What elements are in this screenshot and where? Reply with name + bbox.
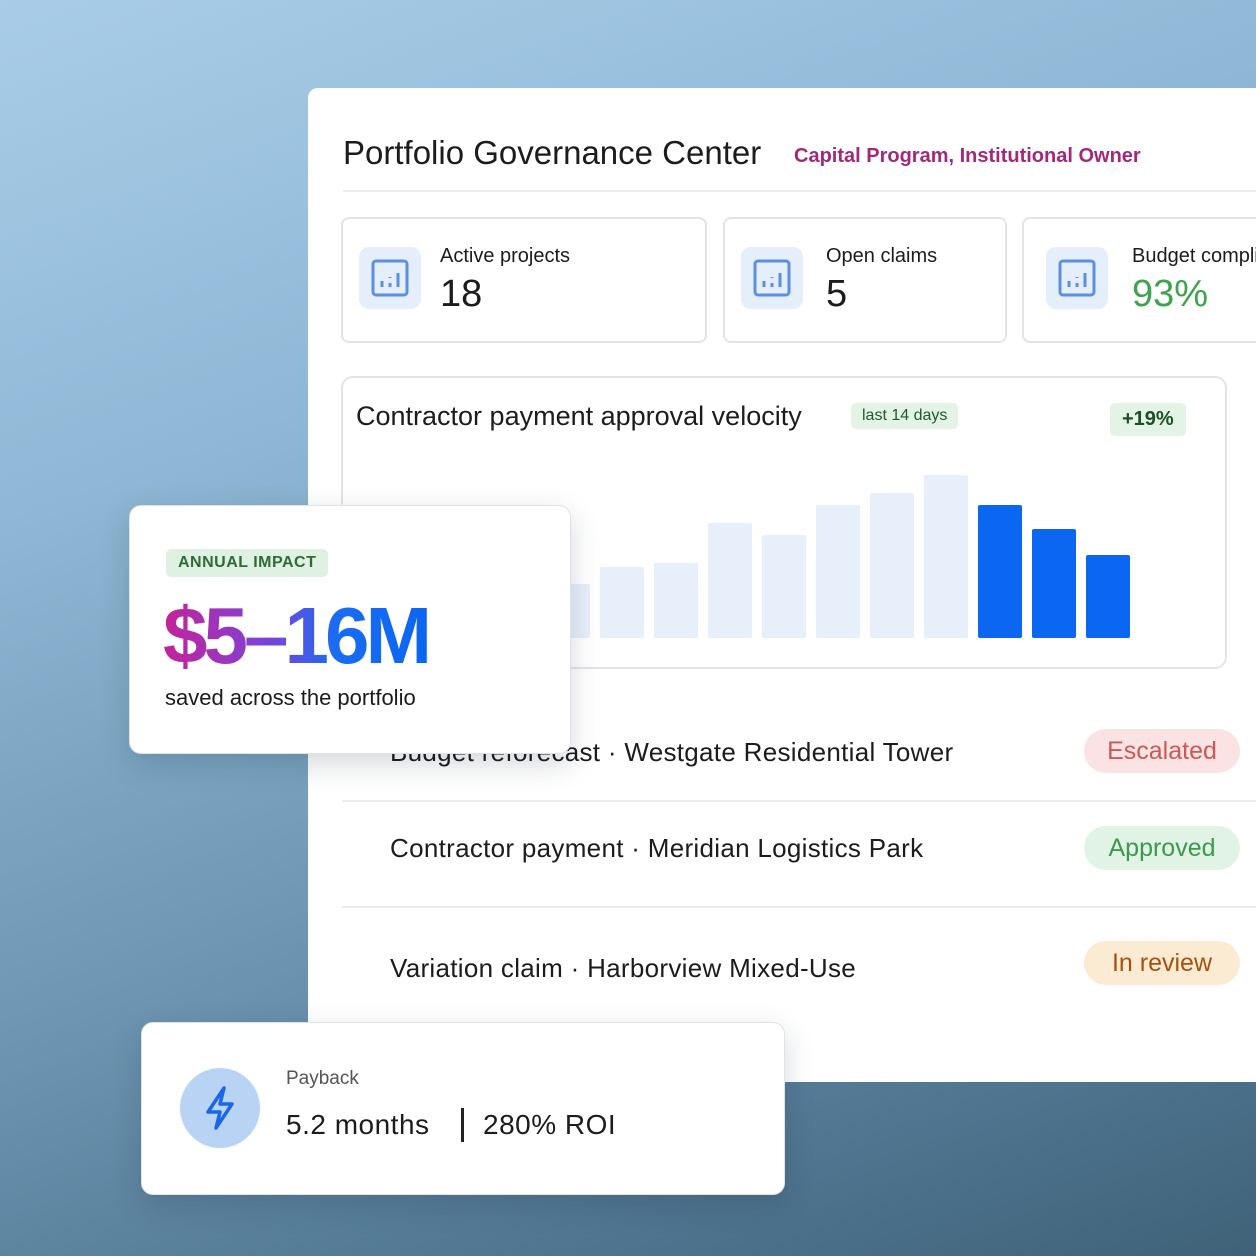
impact-card xyxy=(129,505,571,754)
bar xyxy=(870,493,914,638)
divider xyxy=(342,800,1256,802)
change-badge: +19% xyxy=(1110,403,1186,436)
bar xyxy=(600,567,644,638)
dashboard-title: Portfolio Governance Center xyxy=(343,134,762,171)
bolt-icon xyxy=(180,1068,260,1148)
impact-value: $5–16M xyxy=(163,591,432,680)
icon xyxy=(753,259,791,297)
bar xyxy=(978,505,1022,638)
dashboard-subtitle: Capital Program, Institutional Owner xyxy=(794,145,1141,167)
kpi-label: Budget compliance xyxy=(1132,245,1256,267)
bar xyxy=(924,475,968,638)
kpi-value: 18 xyxy=(440,273,483,315)
period-badge: last 14 days xyxy=(851,403,959,429)
kpi-icon xyxy=(359,247,421,309)
kpi-card: Open claims 5 xyxy=(723,217,1007,343)
kpi-value: 93% xyxy=(1132,273,1209,315)
bar xyxy=(1032,529,1076,638)
divider xyxy=(343,190,1256,192)
bar xyxy=(708,523,752,638)
bar xyxy=(762,535,806,638)
impact-caption: saved across the portfolio xyxy=(165,685,416,710)
icon xyxy=(206,1086,234,1130)
payback-months: 5.2 months xyxy=(286,1109,430,1140)
divider xyxy=(342,906,1256,908)
kpi-label: Open claims xyxy=(826,245,938,267)
item-label: Contractor payment · Meridian Logistics … xyxy=(390,833,924,863)
separator xyxy=(461,1108,464,1142)
bar xyxy=(1086,555,1130,638)
kpi-card: Budget compliance 93% xyxy=(1022,217,1256,343)
payback-label: Payback xyxy=(286,1068,359,1089)
kpi-icon xyxy=(1046,247,1108,309)
status-pill: In review xyxy=(1084,941,1240,985)
status-pill: Approved xyxy=(1084,826,1240,870)
kpi-card: Active projects 18 xyxy=(341,217,707,343)
icon xyxy=(371,259,409,297)
kpi-label: Active projects xyxy=(440,245,571,267)
kpi-icon xyxy=(741,247,803,309)
bar xyxy=(654,563,698,638)
bar xyxy=(816,505,860,638)
icon xyxy=(1058,259,1096,297)
item-label: Variation claim · Harborview Mixed-Use xyxy=(390,953,857,983)
status-pill: Escalated xyxy=(1084,729,1240,773)
chart-title: Contractor payment approval velocity xyxy=(356,401,802,431)
payback-roi: 280% ROI xyxy=(483,1109,617,1140)
impact-badge: ANNUAL IMPACT xyxy=(166,549,329,577)
kpi-value: 5 xyxy=(826,273,848,315)
